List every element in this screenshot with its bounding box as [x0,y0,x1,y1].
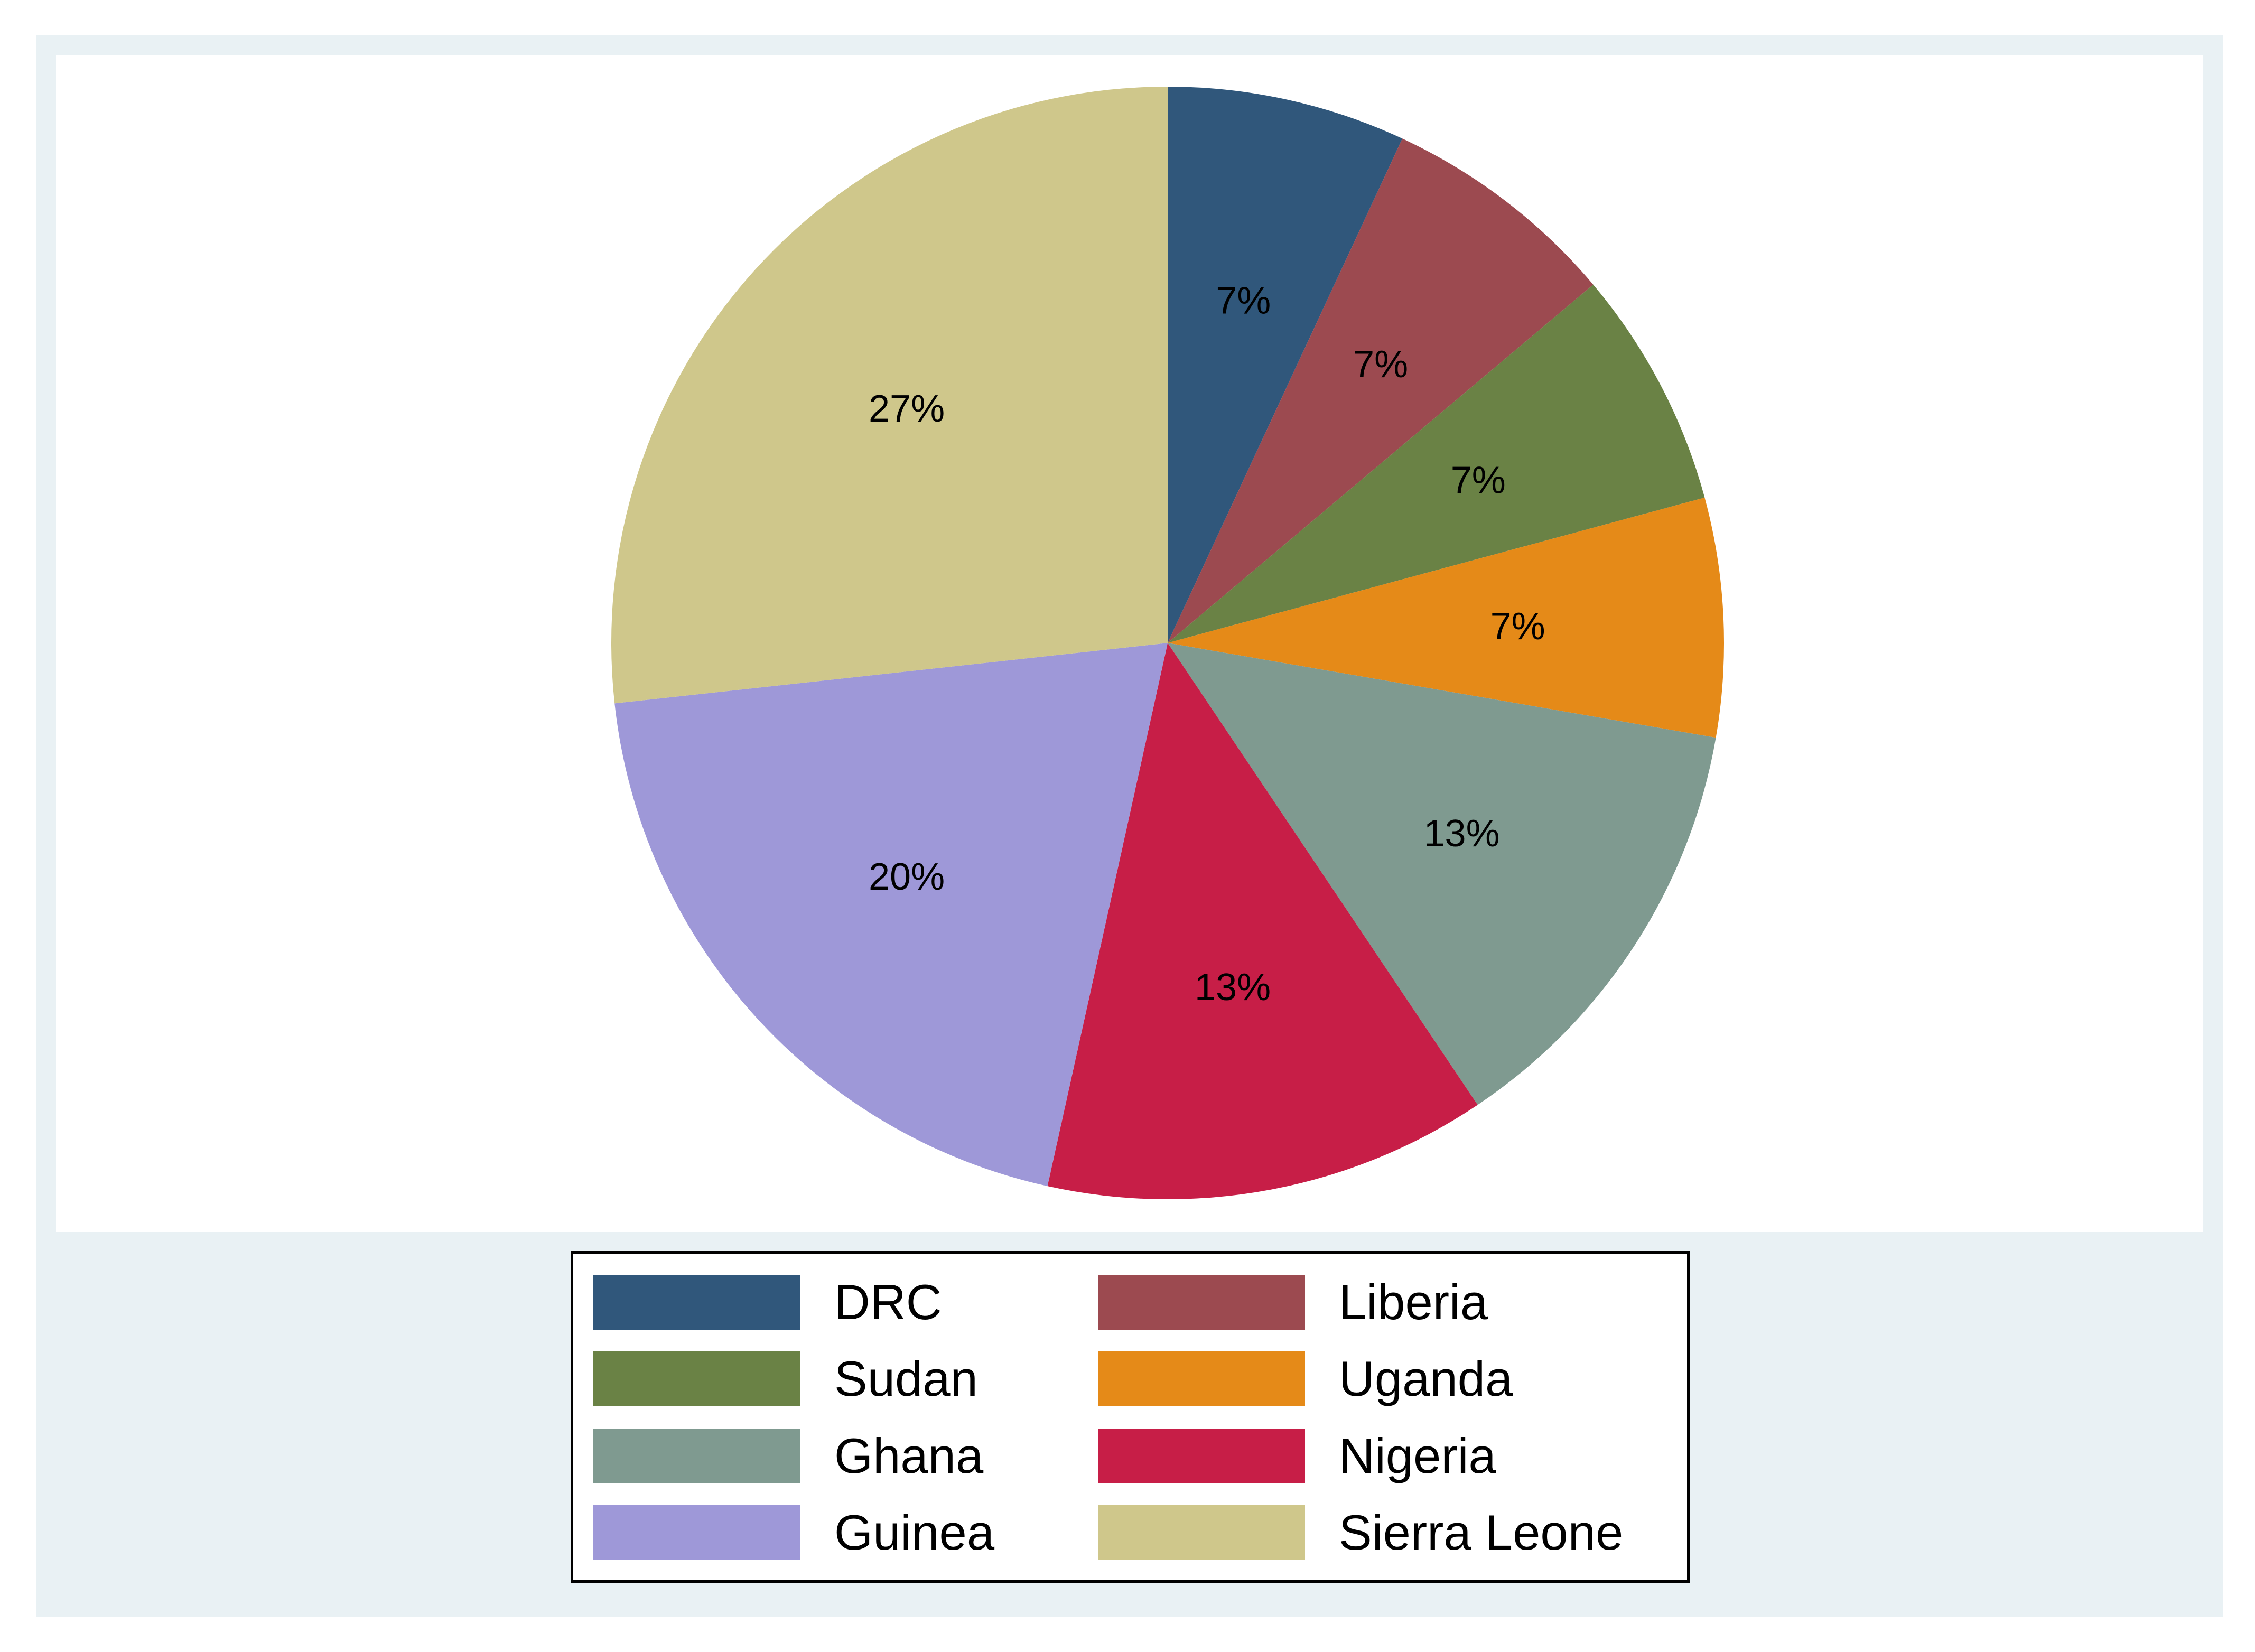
pie-chart: 7% 7% 7% 7% 13% 13% 20% 27% [611,87,1725,1199]
slice-label-ghana: 13% [1423,813,1499,855]
legend-swatch-sudan [593,1351,800,1406]
legend-label-liberia: Liberia [1339,1274,1488,1330]
legend-swatch-liberia [1098,1275,1305,1330]
slice-label-nigeria: 13% [1195,966,1271,1009]
pie-slice-liberia [1168,138,1594,643]
pie-slice-guinea [614,643,1168,1187]
legend-swatch-uganda [1098,1351,1305,1406]
legend-label-ghana: Ghana [834,1428,984,1483]
legend-swatch-sierra-leone [1098,1505,1305,1560]
pie-slice-uganda [1168,497,1725,738]
slice-label-drc: 7% [1216,279,1271,322]
plot-region: 7% 7% 7% 7% 13% 13% 20% 27% [56,55,2203,1232]
legend-item-nigeria: Nigeria [1098,1428,1496,1483]
pie-slice-nigeria [1047,643,1478,1199]
legend-item-uganda: Uganda [1098,1351,1513,1406]
legend-item-sudan: Sudan [593,1351,978,1406]
legend-item-drc: DRC [593,1274,942,1330]
slice-label-sudan: 7% [1451,459,1506,501]
pie-slice-drc [1168,87,1403,643]
legend-item-guinea: Guinea [593,1505,994,1560]
legend-label-uganda: Uganda [1339,1351,1513,1406]
legend-swatch-guinea [593,1505,800,1560]
slice-label-sierra-leone: 27% [869,388,945,430]
legend-item-liberia: Liberia [1098,1274,1488,1330]
legend-swatch-drc [593,1275,800,1330]
legend-swatch-nigeria [1098,1429,1305,1483]
pie-slice-sierra-leone [611,87,1168,704]
slice-label-uganda: 7% [1490,605,1545,648]
legend-label-guinea: Guinea [834,1505,995,1560]
legend-swatch-ghana [593,1429,800,1483]
pie-slice-ghana [1168,643,1716,1105]
legend-label-sudan: Sudan [834,1351,978,1406]
legend-item-sierra-leone: Sierra Leone [1098,1505,1623,1560]
legend-label-drc: DRC [834,1274,942,1330]
slice-label-guinea: 20% [869,856,945,898]
legend-item-ghana: Ghana [593,1428,984,1483]
legend-label-sierra-leone: Sierra Leone [1339,1505,1624,1560]
legend-label-nigeria: Nigeria [1339,1428,1496,1483]
slice-label-liberia: 7% [1353,343,1408,386]
pie-slice-sudan [1168,284,1705,643]
legend: DRC Liberia Sudan Uganda Ghana Nigeria G… [571,1251,1690,1583]
chart-frame: 7% 7% 7% 7% 13% 13% 20% 27% DRC Liberia Sudan U… [36,35,2223,1617]
